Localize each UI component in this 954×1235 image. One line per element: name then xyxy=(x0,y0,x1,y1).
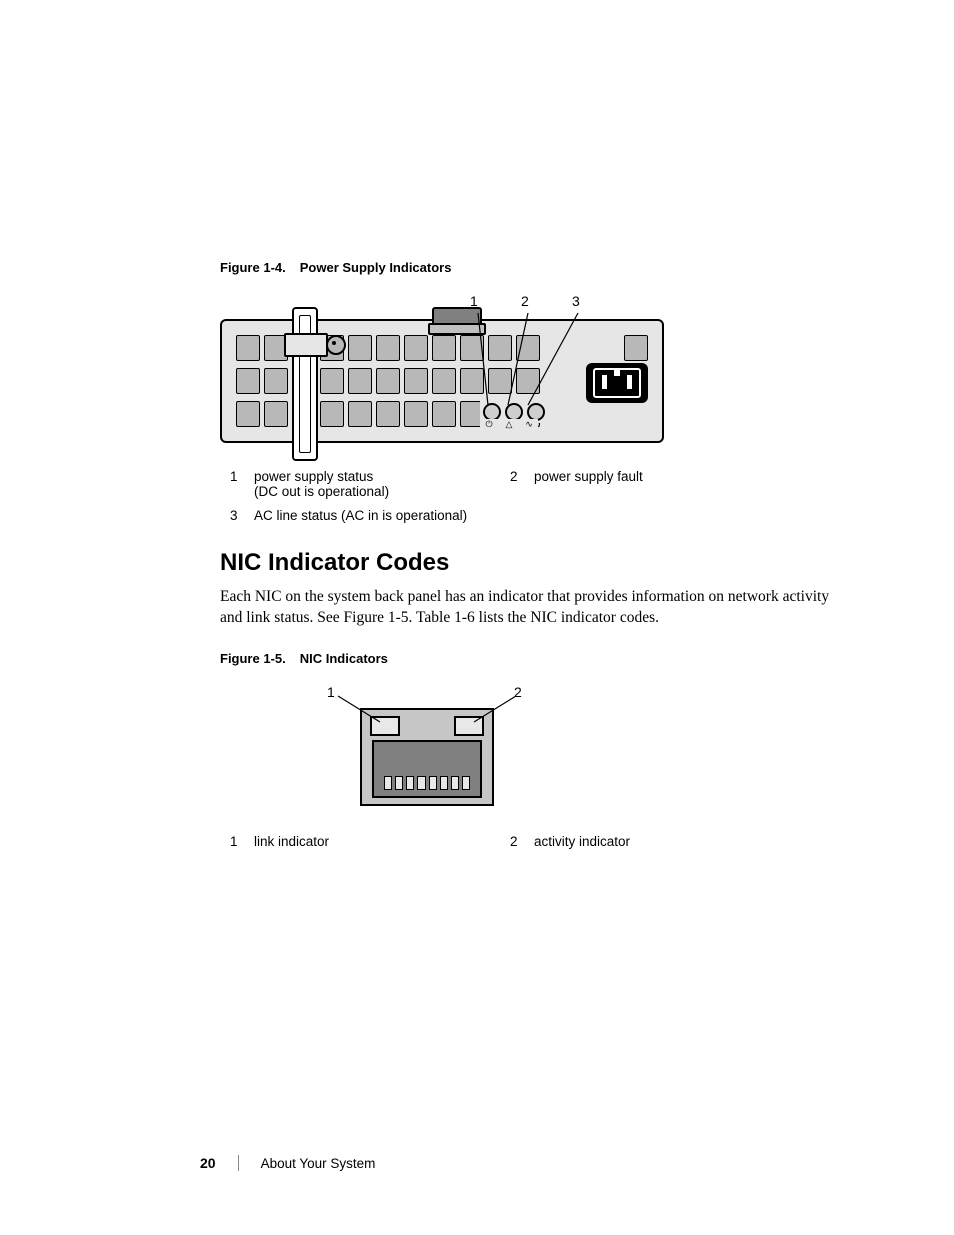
figure-1-5-label: Figure 1-5. xyxy=(220,651,286,666)
nic-legend-num-2: 2 xyxy=(510,834,534,849)
figure-1-5-caption: Figure 1-5. NIC Indicators xyxy=(220,651,854,666)
figure-1-4-label: Figure 1-4. xyxy=(220,260,286,275)
nic-link-led xyxy=(370,716,400,736)
psu-led-symbols: ⏻ △ ∿ xyxy=(480,419,538,430)
nic-callout-numbers: 1 2 xyxy=(220,684,854,704)
nic-pins xyxy=(384,774,470,790)
psu-handle xyxy=(286,307,322,467)
page-footer: 20 About Your System xyxy=(200,1155,375,1171)
figure-1-5-title: NIC Indicators xyxy=(300,651,388,666)
psu-latch-tab xyxy=(432,307,482,331)
figure-1-5-legend: 1 link indicator 2 activity indicator xyxy=(230,834,854,849)
section-body: Each NIC on the system back panel has an… xyxy=(220,587,854,629)
footer-section-name: About Your System xyxy=(261,1156,376,1171)
psu-ac-socket xyxy=(586,363,648,403)
nic-legend-text-2: activity indicator xyxy=(534,834,630,849)
page-number: 20 xyxy=(200,1155,216,1171)
psu-led-symbol-fault: △ xyxy=(502,419,516,430)
nic-jack xyxy=(372,740,482,798)
psu-callout-3: 3 xyxy=(572,293,580,309)
legend-text-3: AC line status (AC in is operational) xyxy=(254,508,467,523)
figure-1-4-title: Power Supply Indicators xyxy=(300,260,452,275)
psu-diagram-container: 1 2 3 xyxy=(220,293,854,443)
nic-legend-num-1: 1 xyxy=(230,834,254,849)
nic-callout-1: 1 xyxy=(327,684,335,700)
legend-text-1: power supply status (DC out is operation… xyxy=(254,469,389,499)
nic-legend-text-1: link indicator xyxy=(254,834,329,849)
psu-callout-2: 2 xyxy=(521,293,529,309)
legend-num-1: 1 xyxy=(230,469,254,499)
legend-num-2: 2 xyxy=(510,469,534,499)
page: Figure 1-4. Power Supply Indicators 1 2 3 xyxy=(0,0,954,1235)
psu-led-symbol-power: ⏻ xyxy=(482,419,496,430)
nic-activity-led xyxy=(454,716,484,736)
psu-diagram: ⏻ △ ∿ xyxy=(220,319,664,443)
nic-diagram-container: 1 2 xyxy=(220,684,854,814)
nic-port xyxy=(360,708,494,806)
legend-text-2: power supply fault xyxy=(534,469,643,499)
psu-led-symbol-ac: ∿ xyxy=(522,419,536,430)
figure-1-4-caption: Figure 1-4. Power Supply Indicators xyxy=(220,260,854,275)
footer-separator xyxy=(238,1155,239,1171)
nic-callout-2: 2 xyxy=(514,684,522,700)
section-heading: NIC Indicator Codes xyxy=(220,549,854,577)
legend-num-3: 3 xyxy=(230,508,254,523)
figure-1-4-legend: 1 power supply status (DC out is operati… xyxy=(230,469,854,523)
